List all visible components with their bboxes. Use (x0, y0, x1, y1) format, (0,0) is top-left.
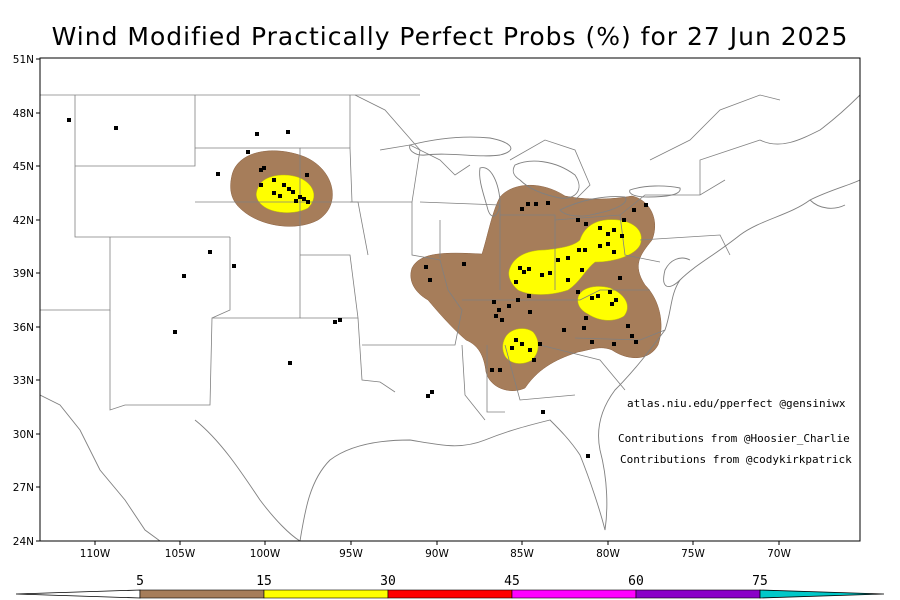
lon-label: 85W (510, 548, 534, 560)
coastline (40, 94, 860, 541)
lat-label: 39N (13, 268, 34, 280)
lat-label: 30N (13, 429, 34, 441)
lon-label: 80W (596, 548, 620, 560)
lat-label: 33N (13, 375, 34, 387)
lon-label: 105W (165, 548, 196, 560)
storm-reports (67, 118, 648, 458)
lon-label: 110W (80, 548, 111, 560)
lon-label: 70W (767, 548, 791, 560)
lon-label: 75W (681, 548, 705, 560)
lon-label: 90W (425, 548, 449, 560)
state-borders (40, 94, 781, 421)
colorbar: 5 15 30 45 60 75 (15, 574, 885, 599)
map-title: Wind Modified Practically Perfect Probs … (51, 22, 849, 51)
lon-label: 95W (339, 548, 363, 560)
contrib-annotation-1: Contributions from @Hoosier_Charlie (618, 432, 850, 445)
colorbar-segment (511, 589, 637, 599)
colorbar-segment (387, 589, 513, 599)
lat-label: 27N (13, 482, 34, 494)
lon-label: 100W (250, 548, 281, 560)
lat-label: 48N (13, 108, 34, 120)
colorbar-high-arrow (759, 589, 885, 599)
lat-label: 36N (13, 322, 34, 334)
contrib-annotation-2: Contributions from @codykirkpatrick (620, 453, 852, 466)
colorbar-segment (263, 589, 389, 599)
prob-contour-high-mn (256, 174, 315, 213)
lon-axis: 110W 105W 100W 95W 90W 85W 80W 75W 70W (80, 541, 791, 560)
colorbar-tick-label: 75 (752, 574, 768, 589)
colorbar-tick-label: 60 (628, 574, 644, 589)
annotations: atlas.niu.edu/pperfect @gensiniwx Contri… (618, 397, 852, 466)
colorbar-tick-label: 45 (504, 574, 520, 589)
lat-label: 45N (13, 161, 34, 173)
lat-label: 42N (13, 215, 34, 227)
great-lakes (409, 136, 681, 217)
lat-label: 24N (13, 536, 34, 548)
colorbar-low-arrow (15, 589, 141, 599)
colorbar-segment (139, 589, 265, 599)
map-frame (39, 57, 861, 542)
colorbar-tick-label: 15 (256, 574, 272, 589)
source-annotation: atlas.niu.edu/pperfect @gensiniwx (627, 397, 846, 410)
colorbar-tick-label: 5 (136, 574, 144, 589)
colorbar-segment (635, 589, 761, 599)
lat-label: 51N (13, 54, 34, 66)
lat-axis: 51N 48N 45N 42N 39N 36N 33N 30N 27N 24N (13, 54, 40, 548)
colorbar-tick-label: 30 (380, 574, 396, 589)
